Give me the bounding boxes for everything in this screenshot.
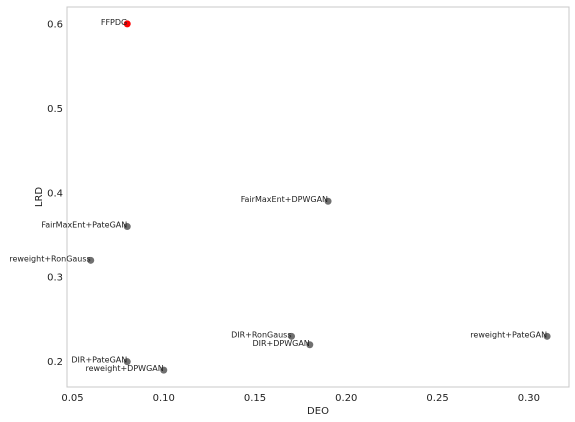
data-point-label: reweight+DPWGAN [85, 364, 163, 373]
data-point [123, 223, 131, 231]
y-axis-ticks: 0.2 0.3 0.4 0.5 0.6 [47, 19, 63, 368]
data-point [87, 256, 95, 264]
x-tick-label: 0.20 [335, 393, 357, 404]
y-tick-label: 0.5 [47, 104, 63, 115]
data-point-label: FFPDG [101, 18, 127, 27]
data-point-labels: FFPDG FairMaxEnt+DPWGAN FairMaxEnt+PateGAN… [9, 18, 547, 373]
y-tick-label: 0.6 [47, 19, 63, 30]
y-tick-label: 0.3 [47, 273, 63, 284]
data-point-label: FairMaxEnt+PateGAN [41, 221, 127, 230]
x-tick-label: 0.25 [426, 393, 448, 404]
data-point-highlight [123, 20, 131, 28]
y-tick-label: 0.2 [47, 357, 63, 368]
x-axis-label: DEO [307, 406, 329, 417]
data-points [87, 20, 551, 374]
data-point-label: reweight+PateGAN [470, 330, 547, 339]
data-point [288, 332, 296, 340]
y-axis-label: LRD [34, 187, 45, 208]
data-point [543, 332, 551, 340]
data-point-label: reweight+RonGauss [9, 254, 90, 263]
data-point-label: FairMaxEnt+DPWGAN [241, 195, 328, 204]
data-point [306, 341, 314, 349]
data-point [324, 197, 332, 205]
data-point-label: DIR+RonGauss [231, 330, 291, 339]
x-tick-label: 0.05 [61, 393, 83, 404]
plot-area [66, 6, 570, 388]
x-tick-label: 0.30 [518, 393, 540, 404]
x-tick-label: 0.15 [244, 393, 266, 404]
data-point [160, 366, 168, 374]
data-point-label: DIR+PateGAN [71, 356, 127, 365]
x-axis-ticks: 0.05 0.10 0.15 0.20 0.25 0.30 [61, 393, 540, 404]
data-point-label: DIR+DPWGAN [252, 339, 309, 348]
x-tick-label: 0.10 [153, 393, 175, 404]
y-tick-label: 0.4 [47, 188, 63, 199]
data-point [123, 358, 131, 366]
